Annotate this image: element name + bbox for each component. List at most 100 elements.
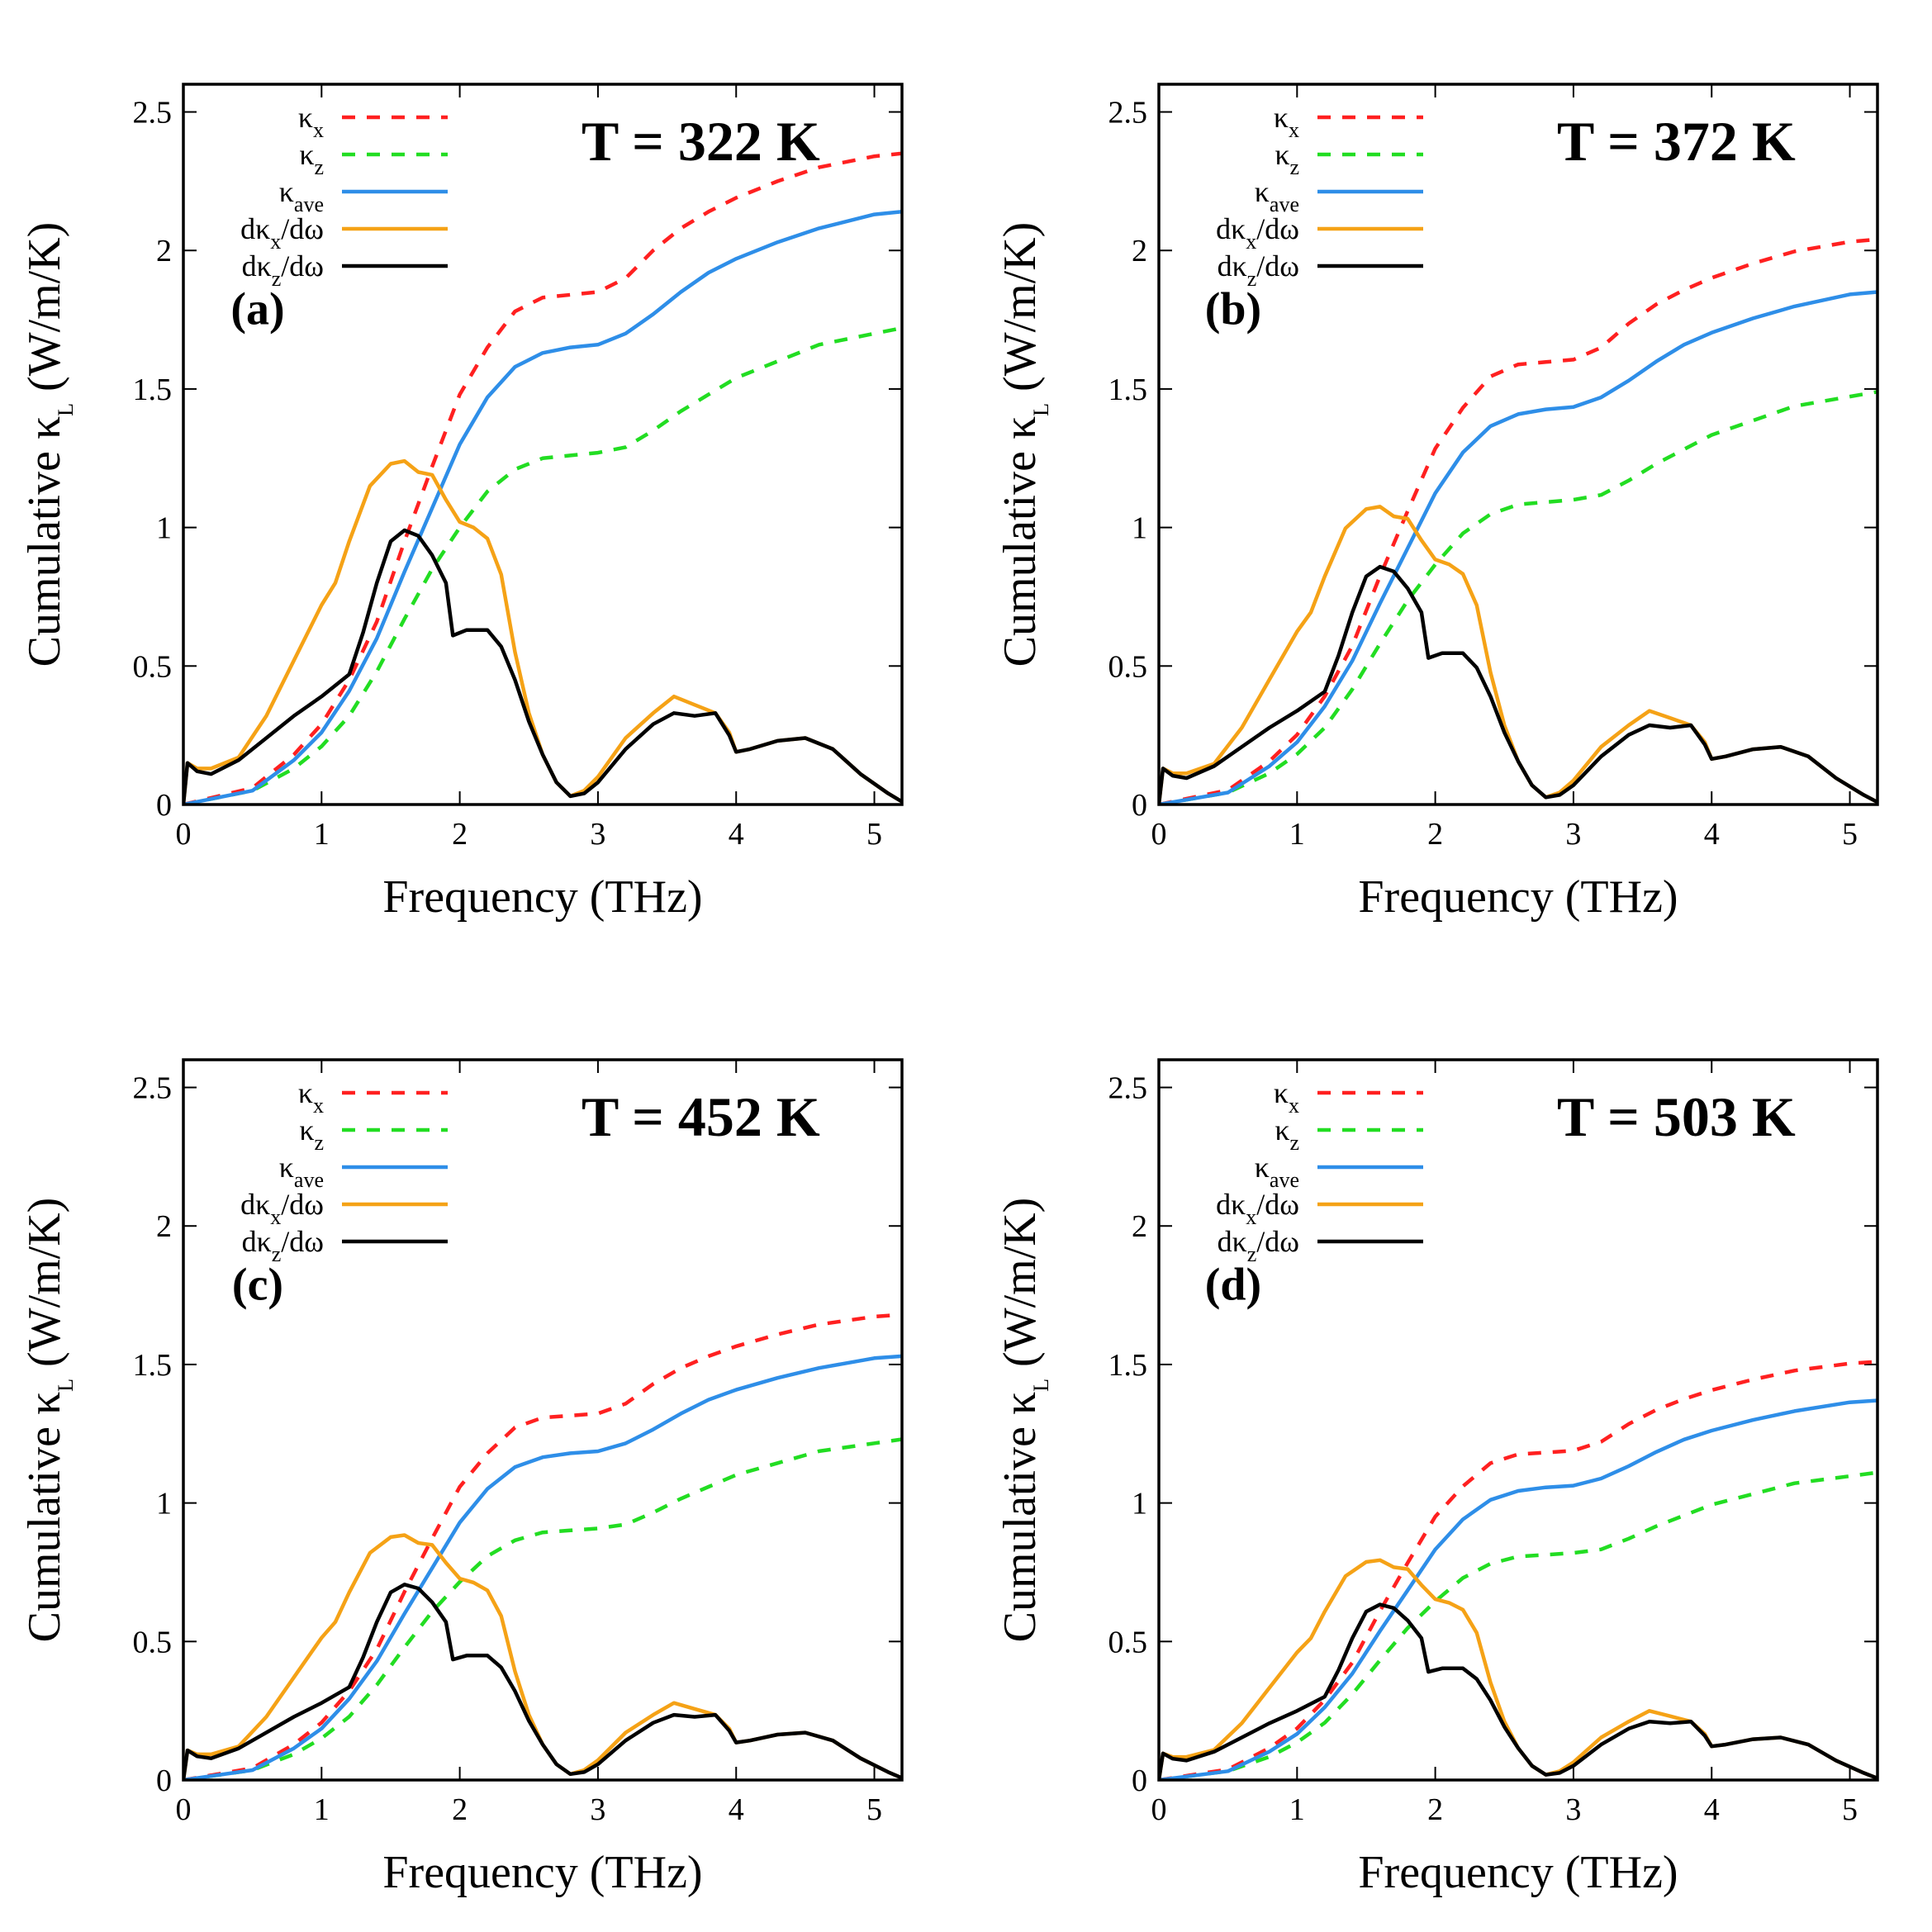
x-axis-label: Frequency (THz)	[382, 871, 702, 923]
legend-label-dkx: dκx/dω	[1216, 212, 1299, 254]
y-tick-label: 0	[1132, 788, 1147, 823]
series-line-dkz	[183, 528, 902, 805]
x-tick-label: 5	[866, 1792, 882, 1827]
x-tick-label: 2	[452, 1792, 468, 1827]
y-tick-label: 1.5	[133, 1348, 173, 1383]
legend-label-kx: κx	[1274, 1076, 1299, 1118]
series-line-kave	[183, 1354, 902, 1780]
legend-label-dkz: dκz/dω	[242, 249, 324, 291]
y-tick-label: 1.5	[1108, 1348, 1148, 1383]
y-axis-label: Cumulative κL (W/m/K)	[19, 1198, 78, 1643]
panel-title: T = 322 K	[581, 110, 820, 173]
series-line-kz	[183, 325, 902, 805]
x-tick-label: 3	[1565, 817, 1581, 852]
y-tick-label: 0	[156, 788, 172, 823]
x-tick-label: 1	[1289, 817, 1305, 852]
x-tick-label: 0	[1151, 817, 1167, 852]
y-tick-label: 1	[156, 511, 172, 546]
y-tick-label: 2.5	[133, 1071, 173, 1106]
x-tick-label: 4	[1704, 817, 1720, 852]
series-line-kx	[1159, 237, 1877, 805]
x-tick-label: 0	[176, 817, 192, 852]
y-tick-label: 1.5	[133, 373, 173, 407]
x-tick-label: 3	[590, 1792, 605, 1827]
panel-label: (d)	[1205, 1259, 1261, 1310]
x-tick-label: 1	[314, 817, 330, 852]
y-tick-label: 0.5	[1108, 649, 1148, 684]
y-tick-label: 0	[1132, 1763, 1147, 1798]
x-tick-label: 2	[1427, 817, 1443, 852]
legend-label-kz: κz	[299, 138, 324, 179]
legend-label-kx: κx	[298, 101, 324, 142]
series-line-dkz	[1159, 564, 1877, 805]
panel-label: (c)	[232, 1259, 283, 1310]
legend-label-dkz: dκz/dω	[1218, 1225, 1299, 1266]
legend-label-kave: κave	[279, 1151, 324, 1192]
legend-label-dkz: dκz/dω	[1218, 249, 1299, 291]
y-tick-label: 2.5	[1108, 1071, 1148, 1106]
x-tick-label: 2	[1427, 1792, 1443, 1827]
y-tick-label: 1	[1132, 1487, 1147, 1521]
x-tick-label: 2	[452, 817, 468, 852]
series-line-dkz	[1159, 1602, 1877, 1780]
plot-frame	[1157, 83, 1879, 806]
panel-title: T = 503 K	[1557, 1085, 1796, 1148]
y-tick-label: 2	[156, 234, 172, 268]
series-line-kx	[183, 1313, 902, 1780]
x-axis-label: Frequency (THz)	[1358, 871, 1678, 923]
x-axis-label: Frequency (THz)	[1358, 1847, 1678, 1898]
x-tick-label: 5	[1842, 1792, 1858, 1827]
panel-title: T = 452 K	[581, 1085, 820, 1148]
x-tick-label: 1	[1289, 1792, 1305, 1827]
legend-label-kave: κave	[1255, 1151, 1299, 1192]
plot-frame	[1157, 1058, 1879, 1782]
x-tick-label: 1	[314, 1792, 330, 1827]
legend-label-kave: κave	[1255, 175, 1299, 216]
legend-label-dkx: dκx/dω	[1216, 1188, 1299, 1229]
panel-label: (a)	[230, 283, 284, 335]
legend-label-kx: κx	[1274, 101, 1299, 142]
y-tick-label: 0	[156, 1763, 172, 1798]
legend-label-dkx: dκx/dω	[240, 212, 324, 254]
plot-frame	[182, 83, 904, 806]
x-tick-label: 3	[1565, 1792, 1581, 1827]
panel-title: T = 372 K	[1557, 110, 1796, 173]
series-line-kx	[183, 151, 902, 805]
y-tick-label: 2	[1132, 1209, 1147, 1244]
legend-label-kz: κz	[1275, 138, 1299, 179]
series-line-kz	[1159, 1470, 1877, 1780]
y-tick-label: 2.5	[1108, 96, 1148, 131]
x-tick-label: 5	[866, 817, 882, 852]
series-line-kx	[1159, 1360, 1877, 1780]
legend-label-dkx: dκx/dω	[240, 1188, 324, 1229]
x-tick-label: 0	[176, 1792, 192, 1827]
series-line-kave	[1159, 1398, 1877, 1780]
panel-label: (b)	[1205, 283, 1261, 335]
x-tick-label: 3	[590, 817, 605, 852]
y-tick-label: 0.5	[133, 649, 173, 684]
y-axis-label: Cumulative κL (W/m/K)	[994, 1198, 1053, 1643]
y-axis-label: Cumulative κL (W/m/K)	[19, 222, 78, 667]
y-tick-label: 1	[156, 1487, 172, 1521]
x-tick-label: 4	[729, 817, 744, 852]
x-tick-label: 4	[729, 1792, 744, 1827]
legend-label-kave: κave	[279, 175, 324, 216]
y-axis-label: Cumulative κL (W/m/K)	[994, 222, 1053, 667]
x-axis-label: Frequency (THz)	[382, 1847, 702, 1898]
legend-label-kz: κz	[299, 1113, 324, 1155]
series-line-dkz	[183, 1583, 902, 1780]
y-tick-label: 2	[1132, 234, 1147, 268]
y-tick-label: 1	[1132, 511, 1147, 546]
x-tick-label: 0	[1151, 1792, 1167, 1827]
series-line-kave	[1159, 290, 1877, 805]
series-line-kave	[183, 210, 902, 805]
x-tick-label: 5	[1842, 817, 1858, 852]
legend-label-dkz: dκz/dω	[242, 1225, 324, 1266]
series-line-kz	[183, 1437, 902, 1780]
x-tick-label: 4	[1704, 1792, 1720, 1827]
